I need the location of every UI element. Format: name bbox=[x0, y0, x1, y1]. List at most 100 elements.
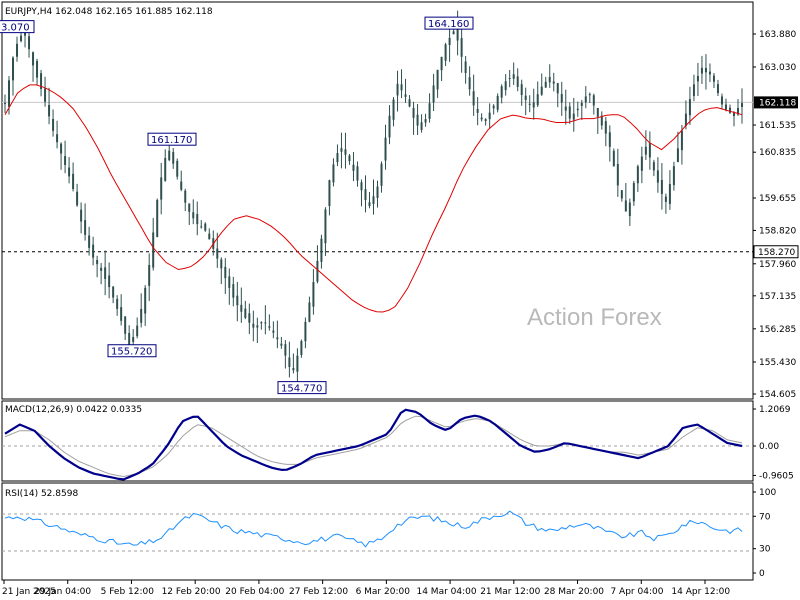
candle-body bbox=[372, 196, 375, 204]
candle-body bbox=[224, 266, 227, 279]
candle-body bbox=[324, 209, 327, 244]
candle-body bbox=[348, 155, 351, 162]
time-tick-label: 12 Feb 20:00 bbox=[162, 587, 221, 597]
candle-body bbox=[664, 196, 667, 202]
candle-body bbox=[232, 284, 235, 298]
candle-body bbox=[220, 259, 223, 269]
candle-body bbox=[532, 102, 535, 108]
candle-body bbox=[172, 152, 175, 164]
rsi-tick-label: 30 bbox=[759, 545, 771, 555]
price-annotation-label: 3.070 bbox=[1, 23, 30, 34]
candle-body bbox=[460, 38, 463, 57]
candle-body bbox=[708, 71, 711, 75]
rsi-panel[interactable]: RSI(14) 52.8598 bbox=[1, 482, 754, 581]
candle-body bbox=[592, 95, 595, 106]
candle-body bbox=[340, 148, 343, 152]
price-panel[interactable]: EURJPY,H4 162.048 162.165 161.885 162.11… bbox=[0, 1, 754, 400]
candle-body bbox=[76, 191, 79, 206]
candle-body bbox=[741, 103, 743, 107]
candle-body bbox=[312, 282, 315, 307]
candle-body bbox=[92, 244, 95, 258]
candle-body bbox=[108, 275, 111, 288]
candle-body bbox=[432, 85, 435, 103]
macd-tick-label: 1.2069 bbox=[759, 405, 791, 415]
price-tick-label: 159.655 bbox=[759, 194, 796, 204]
time-tick-label: 5 Feb 12:00 bbox=[101, 587, 155, 597]
candle-body bbox=[36, 60, 39, 78]
price-tick-label: 157.960 bbox=[759, 260, 796, 270]
price-annotation-box bbox=[424, 16, 474, 30]
price-tick-label: 160.835 bbox=[759, 148, 796, 158]
candle-body bbox=[464, 61, 467, 74]
candle-body bbox=[104, 267, 107, 279]
candle-body bbox=[360, 182, 363, 191]
candle-body bbox=[508, 78, 511, 80]
candle-body bbox=[692, 84, 695, 97]
price-annotation-box bbox=[107, 344, 157, 358]
candle-body bbox=[656, 170, 659, 183]
candle-body bbox=[736, 107, 739, 115]
candle-body bbox=[216, 248, 219, 259]
macd-panel[interactable]: MACD(12,26,9) 0.0422 0.0335 bbox=[1, 400, 754, 482]
candle-body bbox=[368, 202, 371, 206]
candle-body bbox=[28, 36, 31, 50]
candle-body bbox=[680, 130, 683, 151]
candle-body bbox=[480, 117, 483, 120]
rsi-tick-label: 70 bbox=[759, 512, 771, 522]
candle-body bbox=[32, 52, 35, 66]
price-annotation-label: 164.160 bbox=[428, 19, 469, 30]
candle-body bbox=[20, 35, 23, 42]
candle-body bbox=[64, 156, 67, 165]
candle-body bbox=[236, 295, 239, 306]
macd-axis: 1.2069 0.00 -0.9605 bbox=[753, 405, 794, 481]
candle-body bbox=[276, 337, 279, 340]
candle-body bbox=[724, 104, 727, 110]
candle-body bbox=[504, 81, 507, 91]
support-price-tag bbox=[753, 245, 799, 259]
candle-body bbox=[244, 308, 247, 318]
price-axis: 163.880 163.030 161.535 160.835 159.655 158.8… bbox=[753, 30, 799, 400]
candle-body bbox=[500, 86, 503, 98]
candle-body bbox=[176, 160, 179, 177]
rsi-axis: 100 70 30 0 bbox=[753, 488, 776, 579]
candle-body bbox=[548, 76, 551, 83]
time-tick-label: 14 Apr 12:00 bbox=[671, 587, 730, 597]
candle-body bbox=[420, 122, 423, 130]
candle-body bbox=[456, 28, 459, 41]
candle-body bbox=[196, 214, 199, 225]
candle-body bbox=[576, 108, 579, 111]
time-tick-label: 14 Mar 04:00 bbox=[416, 587, 476, 597]
candle-body bbox=[412, 107, 415, 118]
candle-body bbox=[564, 106, 567, 111]
time-tick-label: 6 Mar 20:00 bbox=[356, 587, 411, 597]
candle-body bbox=[552, 81, 555, 84]
candle-body bbox=[428, 103, 431, 119]
candle-body bbox=[520, 84, 523, 96]
price-annotations: 3.070 161.170 155.720 154.770 164.160 bbox=[0, 16, 474, 395]
candle-body bbox=[424, 119, 427, 123]
macd-tick-label: -0.9605 bbox=[759, 471, 794, 481]
candle-body bbox=[4, 103, 6, 105]
candle-body bbox=[68, 167, 71, 177]
candle-body bbox=[40, 73, 43, 89]
candle-body bbox=[192, 212, 195, 219]
candle-body bbox=[528, 103, 531, 105]
macd-title: MACD(12,26,9) 0.0422 0.0335 bbox=[5, 405, 142, 415]
candle-body bbox=[616, 163, 619, 186]
candle-body bbox=[160, 177, 163, 200]
candle-body bbox=[88, 235, 91, 248]
candle-body bbox=[44, 88, 47, 102]
candle-body bbox=[304, 321, 307, 342]
candle-body bbox=[640, 156, 643, 171]
candle-body bbox=[392, 99, 395, 120]
candle-body bbox=[48, 104, 51, 117]
candle-body bbox=[204, 223, 207, 231]
candle-body bbox=[624, 200, 627, 212]
candle-body bbox=[284, 344, 287, 356]
candle-body bbox=[140, 308, 143, 323]
candle-body bbox=[356, 166, 359, 181]
candle-body bbox=[660, 179, 663, 194]
candle-body bbox=[60, 143, 63, 154]
